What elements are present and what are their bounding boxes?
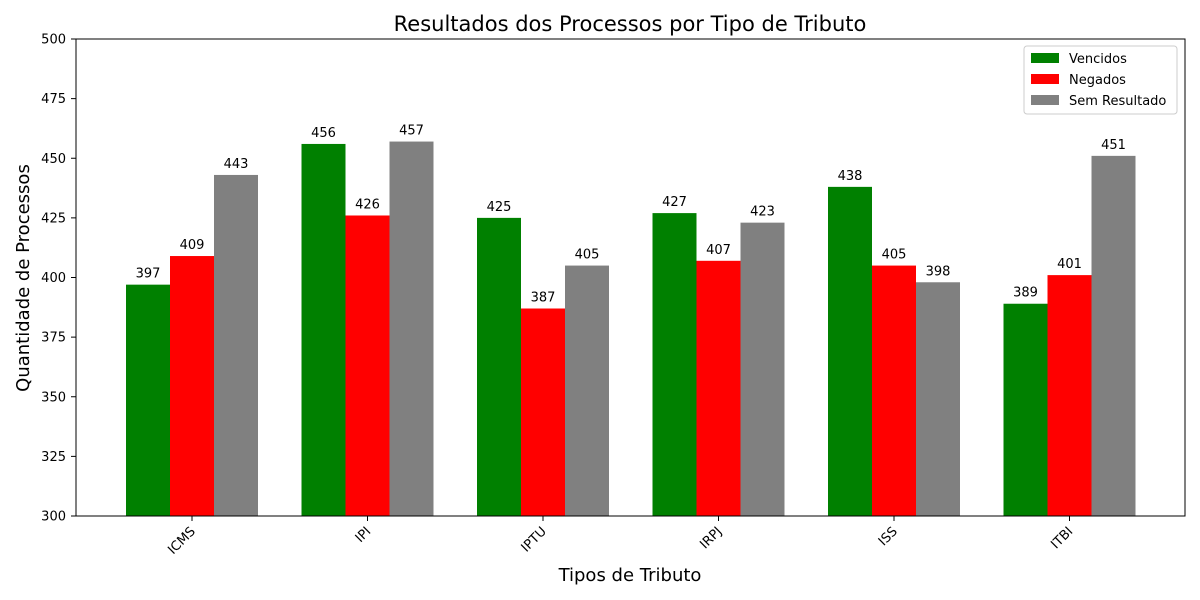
bar-vencidos-iptu: [477, 217, 521, 516]
data-label: 407: [706, 243, 731, 258]
bar-negados-ipi: [345, 215, 390, 517]
bar-negados-iptu: [521, 308, 565, 516]
axes-frame: [75, 38, 1186, 517]
legend-swatch-negados: [1031, 74, 1059, 84]
bar-negados-icms: [170, 256, 214, 516]
data-label: 405: [575, 248, 600, 263]
x-tick-label-iptu: IPTU: [519, 524, 550, 555]
legend-box: [1023, 45, 1178, 115]
y-tick-label: 325: [41, 450, 66, 465]
y-tick-label: 375: [41, 331, 66, 346]
data-label: 397: [136, 267, 161, 282]
x-tick-label-ipi: IPI: [353, 524, 375, 546]
x-tick-label-icms: ICMS: [165, 524, 199, 558]
data-label: 443: [224, 157, 249, 172]
legend-swatch-sem-resultado: [1031, 95, 1059, 105]
plot-area: 397 456 425 427 438 389 409 426 387 407 405 401 443 4…: [41, 33, 1186, 558]
data-label: 438: [838, 169, 863, 184]
bar-negados-iss: [872, 265, 916, 516]
y-tick-label: 450: [41, 152, 66, 167]
x-tick-label-irpj: IRPJ: [697, 524, 725, 552]
bar-vencidos-ipi: [301, 143, 346, 516]
data-label: 427: [662, 195, 687, 210]
bar-sem-resultado-iss: [916, 282, 960, 516]
y-axis-title: Quantidade de Processos: [13, 164, 34, 392]
y-tick-label: 500: [41, 33, 66, 48]
y-tick-label: 425: [41, 211, 66, 226]
x-tick-label-itbi: ITBI: [1048, 524, 1076, 552]
y-tick-label: 400: [41, 271, 66, 286]
bar-vencidos-irpj: [652, 213, 697, 517]
bar-vencidos-itbi: [1003, 303, 1048, 516]
data-label: 456: [311, 126, 336, 141]
y-tick-label: 475: [41, 92, 66, 107]
bar-vencidos-iss: [828, 186, 872, 516]
legend-label: Sem Resultado: [1069, 94, 1166, 109]
bar-sem-resultado-ipi: [389, 141, 434, 516]
data-label: 423: [750, 205, 775, 220]
chart-title: Resultados dos Processos por Tipo de Tri…: [394, 12, 867, 36]
bar-sem-resultado-irpj: [740, 222, 785, 516]
legend-swatch-vencidos: [1031, 53, 1059, 63]
bar-sem-resultado-icms: [214, 174, 258, 516]
legend: Vencidos Negados Sem Resultado: [1023, 45, 1178, 115]
y-tick-label: 350: [41, 390, 66, 405]
data-label: 409: [180, 238, 205, 253]
legend-label: Negados: [1069, 73, 1126, 88]
data-label: 457: [399, 124, 424, 139]
data-label: 401: [1057, 257, 1082, 272]
bar-negados-itbi: [1047, 275, 1092, 516]
data-label: 398: [926, 264, 951, 279]
data-label: 389: [1013, 286, 1038, 301]
data-label: 425: [487, 200, 512, 215]
x-axis-title: Tipos de Tributo: [558, 565, 702, 586]
data-label: 426: [355, 197, 380, 212]
data-label: 405: [882, 248, 907, 263]
data-label: 451: [1101, 138, 1126, 153]
bar-vencidos-icms: [126, 284, 170, 516]
data-label: 387: [531, 291, 556, 306]
bar-sem-resultado-itbi: [1091, 155, 1136, 517]
legend-label: Vencidos: [1069, 52, 1127, 67]
y-tick-label: 300: [41, 510, 66, 525]
bar-sem-resultado-iptu: [565, 265, 609, 516]
x-tick-label-iss: ISS: [876, 524, 901, 549]
bar-negados-irpj: [696, 260, 741, 516]
